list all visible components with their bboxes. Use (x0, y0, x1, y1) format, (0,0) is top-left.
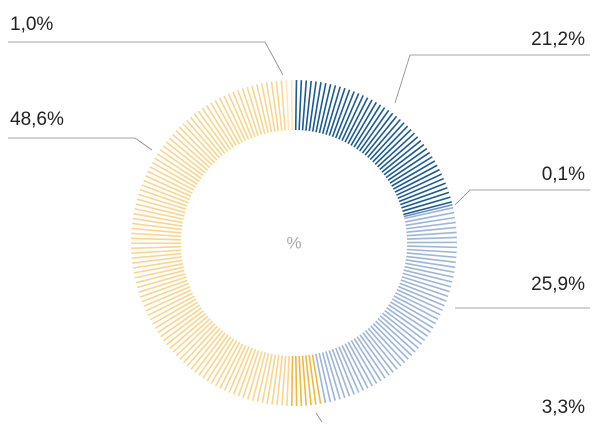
segment-stroke (287, 356, 289, 406)
segment-stroke (228, 94, 248, 140)
segment-stroke (131, 233, 181, 236)
segment-stroke (398, 286, 444, 305)
leader-line (395, 55, 590, 103)
segment-stroke (291, 80, 292, 130)
leader-line (455, 190, 590, 205)
center-label: % (286, 233, 301, 252)
leader-line (8, 138, 152, 150)
value-label: 0,1% (542, 164, 585, 185)
donut-segment (296, 80, 452, 214)
leader-line (316, 413, 322, 422)
segment-stroke (131, 247, 181, 249)
value-label: 48,6% (10, 109, 64, 130)
segment-stroke (407, 232, 457, 235)
segment-stroke (398, 179, 444, 199)
segment-stroke (299, 80, 301, 130)
segment-stroke (313, 82, 321, 131)
segment-stroke (144, 287, 190, 306)
segment-stroke (407, 246, 457, 247)
segment-stroke (303, 356, 307, 406)
segment-stroke (292, 356, 293, 406)
segment-stroke (229, 347, 249, 393)
segment-stroke (286, 80, 288, 130)
segment-stroke (299, 356, 301, 406)
segment-stroke (339, 347, 359, 393)
value-label: 1,0% (10, 14, 53, 35)
segment-stroke (312, 354, 320, 403)
segment-stroke (282, 356, 286, 406)
segment-stroke (131, 250, 181, 253)
segment-stroke (296, 356, 297, 406)
segment-stroke (296, 80, 297, 130)
segment-stroke (131, 238, 181, 239)
donut-segment (131, 80, 289, 405)
segment-stroke (407, 237, 457, 239)
segment-stroke (303, 80, 307, 130)
leader-line (8, 42, 283, 75)
segment-stroke (144, 180, 190, 199)
segment-stroke (281, 80, 285, 130)
value-label: 25,9% (531, 274, 585, 295)
donut-segment (286, 80, 292, 130)
value-label: 3,3% (542, 397, 585, 418)
donut-segment (292, 354, 321, 406)
segment-stroke (267, 354, 275, 403)
value-label: 21,2% (531, 29, 585, 50)
segment-stroke (407, 250, 457, 253)
donut-segment (316, 208, 457, 403)
segment-stroke (339, 93, 359, 139)
